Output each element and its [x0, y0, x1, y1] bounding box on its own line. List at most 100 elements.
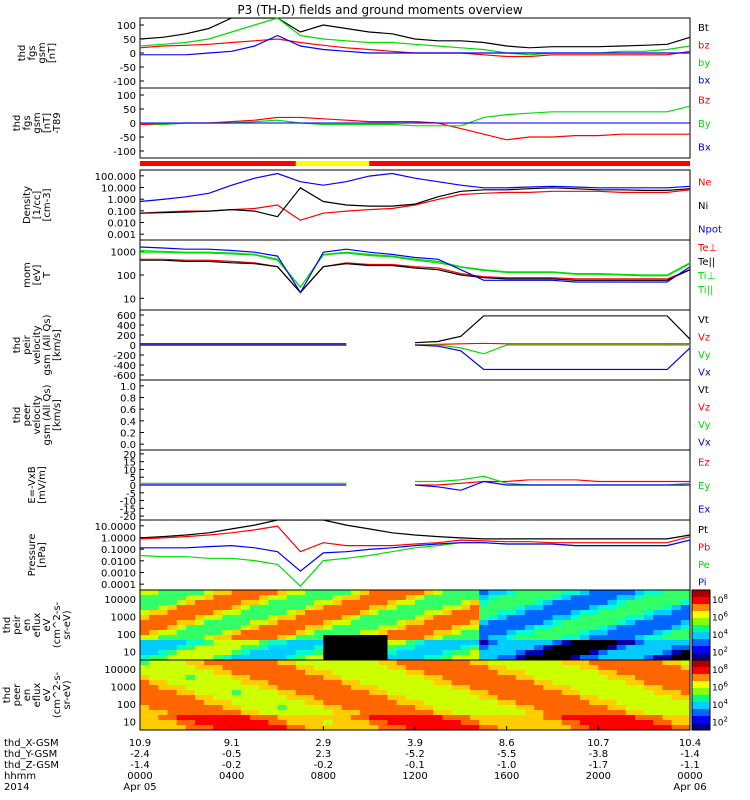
spectrogram-cell: [323, 705, 333, 711]
series-line-by: [140, 18, 690, 55]
spectrogram-cell: [424, 610, 434, 616]
spectrogram-cell: [295, 615, 306, 621]
spectrogram-cell: [250, 695, 260, 701]
spectrogram-cell: [314, 655, 324, 661]
spectrogram-cell: [378, 715, 388, 721]
spectrogram-cell: [451, 705, 462, 711]
spectrogram-cell: [396, 705, 407, 711]
spectrogram-cell: [680, 680, 691, 686]
spectrogram-cell: [332, 590, 343, 596]
spectrogram-cell: [213, 660, 223, 666]
y-axis-label-line: thd: [12, 407, 23, 424]
spectrogram-cell: [433, 670, 443, 676]
y-axis-label-line: -T89: [52, 112, 63, 134]
spectrogram-cell: [185, 605, 196, 611]
mode-bar: [140, 161, 690, 166]
spectrogram-cell: [497, 675, 508, 681]
spectrogram-cell: [534, 635, 544, 641]
panel-density: 100.00010.0001.0000.1000.0100.001Density…: [22, 169, 722, 241]
spectrogram-cell: [635, 630, 645, 636]
spectrogram-cell: [662, 605, 673, 611]
spectrogram-cell: [341, 705, 352, 711]
spectrogram-cell: [204, 625, 214, 631]
spectrogram-cell: [332, 610, 343, 616]
spectrogram-cell: [488, 625, 498, 631]
spectrogram-cell: [580, 630, 590, 636]
spectrogram-cell: [140, 725, 150, 731]
spectrogram-cell: [378, 720, 388, 726]
spectrogram-cell: [653, 665, 663, 671]
spectrogram-cell: [295, 645, 306, 651]
spectrogram-cell: [570, 650, 581, 656]
spectrogram-cell: [515, 655, 526, 661]
spectrogram-cell: [231, 645, 242, 651]
spectrogram-cell: [396, 600, 407, 606]
spectrogram-cell: [222, 655, 233, 661]
spectrogram-cell: [204, 600, 214, 606]
spectrogram-cell: [323, 610, 333, 616]
spectrogram-cell: [277, 720, 288, 726]
x-row-value: -5.5: [497, 749, 517, 760]
spectrogram-cell: [653, 600, 663, 606]
spectrogram-cell: [158, 610, 168, 616]
spectrogram-cell: [332, 630, 343, 636]
spectrogram-cell: [323, 715, 333, 721]
spectrogram-cell: [176, 675, 187, 681]
spectrogram-cell: [231, 665, 242, 671]
spectrogram-cell: [195, 610, 205, 616]
spectrogram-cell: [314, 675, 324, 681]
spectrogram-cell: [167, 720, 178, 726]
spectrogram-cell: [506, 690, 517, 696]
spectrogram-cell: [149, 720, 159, 726]
spectrogram-cell: [607, 705, 618, 711]
spectrogram-cell: [497, 635, 508, 641]
spectrogram-cell: [396, 625, 407, 631]
spectrogram-cell: [589, 610, 599, 616]
spectrogram-cell: [369, 650, 379, 656]
spectrogram-cell: [607, 680, 618, 686]
spectrogram-cell: [506, 705, 517, 711]
spectrogram-cell: [396, 660, 407, 666]
spectrogram-cell: [149, 655, 159, 661]
spectrogram-cell: [506, 695, 517, 701]
spectrogram-cell: [396, 725, 407, 731]
spectrogram-cell: [240, 630, 251, 636]
spectrogram-cell: [470, 690, 480, 696]
spectrogram-cell: [625, 610, 636, 616]
spectrogram-cell: [158, 680, 168, 686]
spectrogram-cell: [250, 660, 260, 666]
spectrogram-cell: [387, 680, 398, 686]
spectrogram-cell: [671, 685, 682, 691]
spectrogram-cell: [662, 620, 673, 626]
spectrogram-cell: [479, 680, 489, 686]
spectrogram-cell: [653, 655, 663, 661]
spectrogram-cell: [185, 725, 196, 731]
spectrogram-cell: [405, 590, 416, 596]
spectrogram-cell: [460, 670, 471, 676]
y-tick-label: 0.0001: [101, 580, 136, 591]
spectrogram-cell: [671, 675, 682, 681]
spectrogram-cell: [185, 695, 196, 701]
spectrogram-cell: [149, 675, 159, 681]
spectrogram-cell: [387, 720, 398, 726]
spectrogram-cell: [671, 630, 682, 636]
spectrogram-cell: [213, 710, 223, 716]
spectrogram-cell: [213, 695, 223, 701]
x-row-value: 1200: [402, 771, 427, 782]
spectrogram-cell: [543, 675, 553, 681]
spectrogram-cell: [158, 645, 168, 651]
spectrogram-cell: [460, 650, 471, 656]
spectrogram-cell: [195, 620, 205, 626]
spectrogram-cell: [671, 695, 682, 701]
spectrogram-cell: [204, 665, 214, 671]
spectrogram-cell: [561, 690, 572, 696]
spectrogram-cell: [167, 615, 178, 621]
spectrogram-cell: [360, 625, 370, 631]
spectrogram-cell: [470, 695, 480, 701]
spectrogram-cell: [185, 595, 196, 601]
spectrogram-cell: [497, 710, 508, 716]
spectrogram-cell: [213, 630, 223, 636]
spectrogram-cell: [644, 655, 654, 661]
spectrogram-cell: [140, 600, 150, 606]
